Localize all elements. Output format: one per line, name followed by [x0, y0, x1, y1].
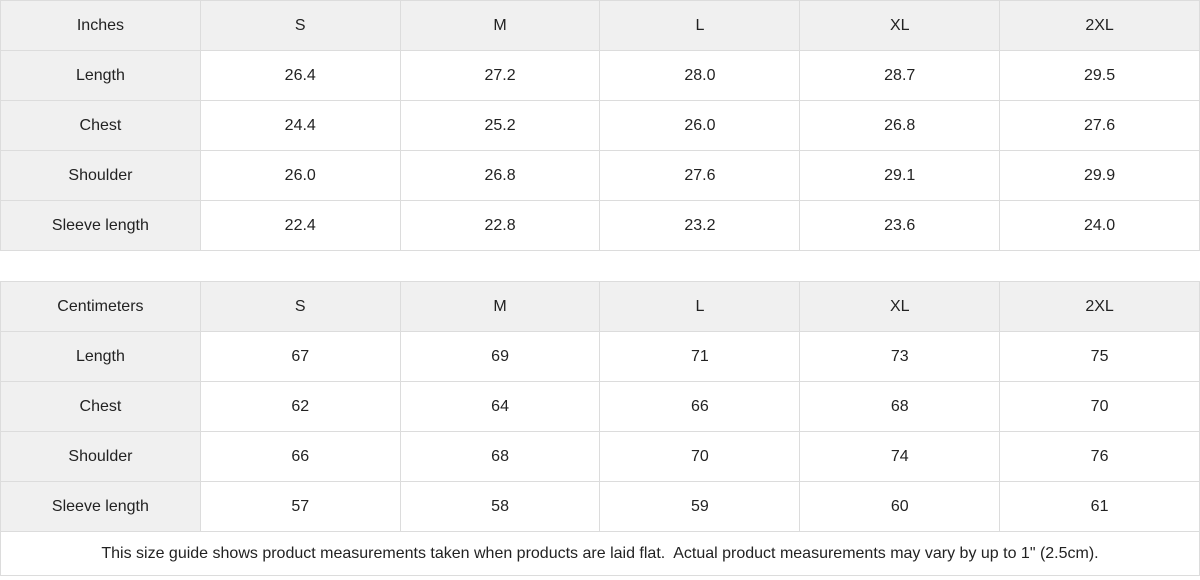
- value-cell: 70: [599, 431, 801, 482]
- value-cell: 62: [199, 381, 401, 432]
- value-cell: 26.8: [799, 100, 1001, 151]
- centimeters-row-chest: Chest 62 64 66 68 70: [0, 381, 1200, 432]
- centimeters-row-sleeve-length: Sleeve length 57 58 59 60 61: [0, 481, 1200, 532]
- value-cell: 26.8: [399, 150, 601, 201]
- value-cell: 26.0: [199, 150, 401, 201]
- inches-row-chest: Chest 24.4 25.2 26.0 26.8 27.6: [0, 100, 1200, 151]
- centimeters-size-header-xl: XL: [799, 281, 1001, 332]
- value-cell: 23.2: [599, 200, 801, 251]
- value-cell: 29.9: [999, 150, 1200, 201]
- inches-table: Inches S M L XL 2XL Length 26.4 27.2 28.…: [0, 0, 1200, 251]
- value-cell: 27.6: [999, 100, 1200, 151]
- value-cell: 61: [999, 481, 1200, 532]
- centimeters-row-shoulder: Shoulder 66 68 70 74 76: [0, 431, 1200, 482]
- footer-note-row: This size guide shows product measuremen…: [0, 531, 1200, 576]
- row-label-cell: Shoulder: [0, 431, 201, 482]
- inches-header-row: Inches S M L XL 2XL: [0, 0, 1200, 51]
- value-cell: 22.4: [199, 200, 401, 251]
- value-cell: 59: [599, 481, 801, 532]
- inches-row-length: Length 26.4 27.2 28.0 28.7 29.5: [0, 50, 1200, 101]
- value-cell: 25.2: [399, 100, 601, 151]
- row-label-cell: Sleeve length: [0, 200, 201, 251]
- value-cell: 22.8: [399, 200, 601, 251]
- value-cell: 23.6: [799, 200, 1001, 251]
- value-cell: 26.0: [599, 100, 801, 151]
- inches-size-header-s: S: [199, 0, 401, 51]
- centimeters-size-header-l: L: [599, 281, 801, 332]
- inches-row-shoulder: Shoulder 26.0 26.8 27.6 29.1 29.9: [0, 150, 1200, 201]
- value-cell: 67: [199, 331, 401, 382]
- value-cell: 68: [799, 381, 1001, 432]
- value-cell: 64: [399, 381, 601, 432]
- value-cell: 24.4: [199, 100, 401, 151]
- row-label-cell: Length: [0, 50, 201, 101]
- centimeters-unit-header-cell: Centimeters: [0, 281, 201, 332]
- centimeters-size-header-s: S: [199, 281, 401, 332]
- value-cell: 26.4: [199, 50, 401, 101]
- value-cell: 73: [799, 331, 1001, 382]
- value-cell: 71: [599, 331, 801, 382]
- value-cell: 70: [999, 381, 1200, 432]
- row-label-cell: Chest: [0, 100, 201, 151]
- inches-size-header-xl: XL: [799, 0, 1001, 51]
- value-cell: 29.5: [999, 50, 1200, 101]
- footer-note: This size guide shows product measuremen…: [0, 531, 1200, 576]
- centimeters-header-row: Centimeters S M L XL 2XL: [0, 281, 1200, 332]
- value-cell: 28.0: [599, 50, 801, 101]
- inches-size-header-l: L: [599, 0, 801, 51]
- value-cell: 66: [599, 381, 801, 432]
- value-cell: 27.6: [599, 150, 801, 201]
- value-cell: 68: [399, 431, 601, 482]
- row-label-cell: Shoulder: [0, 150, 201, 201]
- value-cell: 66: [199, 431, 401, 482]
- value-cell: 69: [399, 331, 601, 382]
- value-cell: 28.7: [799, 50, 1001, 101]
- table-spacer: [0, 251, 1200, 281]
- inches-size-header-2xl: 2XL: [999, 0, 1200, 51]
- value-cell: 75: [999, 331, 1200, 382]
- row-label-cell: Chest: [0, 381, 201, 432]
- inches-size-header-m: M: [399, 0, 601, 51]
- value-cell: 57: [199, 481, 401, 532]
- centimeters-size-header-m: M: [399, 281, 601, 332]
- value-cell: 24.0: [999, 200, 1200, 251]
- row-label-cell: Length: [0, 331, 201, 382]
- inches-unit-header-cell: Inches: [0, 0, 201, 51]
- centimeters-row-length: Length 67 69 71 73 75: [0, 331, 1200, 382]
- inches-row-sleeve-length: Sleeve length 22.4 22.8 23.2 23.6 24.0: [0, 200, 1200, 251]
- value-cell: 29.1: [799, 150, 1001, 201]
- value-cell: 60: [799, 481, 1001, 532]
- value-cell: 76: [999, 431, 1200, 482]
- centimeters-size-header-2xl: 2XL: [999, 281, 1200, 332]
- value-cell: 74: [799, 431, 1001, 482]
- row-label-cell: Sleeve length: [0, 481, 201, 532]
- value-cell: 58: [399, 481, 601, 532]
- centimeters-table: Centimeters S M L XL 2XL Length 67 69 71…: [0, 281, 1200, 576]
- value-cell: 27.2: [399, 50, 601, 101]
